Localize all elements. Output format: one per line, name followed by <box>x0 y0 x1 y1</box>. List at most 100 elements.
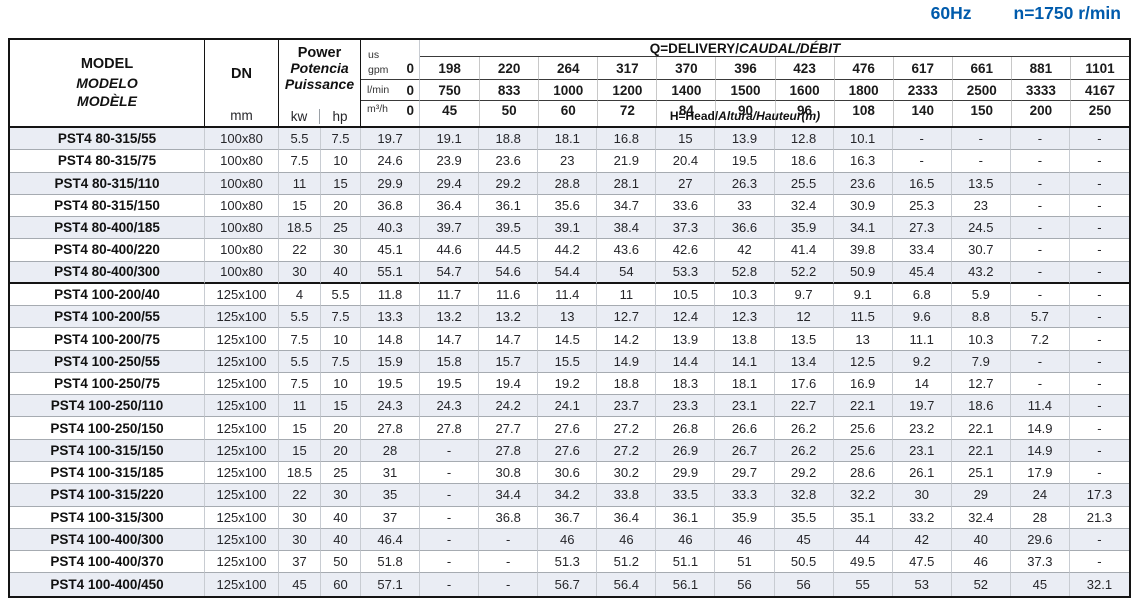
head-value-cell: 23.7 <box>597 395 657 418</box>
head-value-cell: 49.5 <box>833 551 893 574</box>
head-value-cell: 36.4 <box>597 506 657 529</box>
head-value-cell: 33.2 <box>892 506 952 529</box>
head-value-cell: 29.9 <box>361 172 421 195</box>
head-value-cell: 31 <box>361 461 421 485</box>
head-value-cell: 25.6 <box>833 439 893 462</box>
head-value-cell: 18.6 <box>774 150 834 173</box>
head-value-cell: 21.3 <box>1069 506 1129 529</box>
head-value-cell: 14.7 <box>420 328 480 351</box>
hp-cell: 15 <box>321 172 361 195</box>
head-value-cell: 40 <box>951 528 1011 552</box>
head-value-cell: 52.8 <box>715 261 775 284</box>
head-value-cell: 26.9 <box>656 439 716 462</box>
head-value-cell: 33.8 <box>597 484 657 507</box>
head-value-cell: 17.9 <box>1010 461 1070 485</box>
head-value-cell: 29.7 <box>715 461 775 485</box>
head-value-cell: - <box>1069 439 1129 462</box>
head-value-cell: 46 <box>951 551 1011 574</box>
model-cell: PST4 80-315/150 <box>10 194 205 218</box>
head-value-cell: 44.5 <box>479 239 539 262</box>
head-value-cell: 30 <box>892 484 952 507</box>
head-value-cell: 27.8 <box>420 417 480 440</box>
head-value-cell: - <box>479 573 539 596</box>
head-value-cell: 16.9 <box>833 372 893 396</box>
head-value-cell: 43.2 <box>951 261 1011 284</box>
kw-unit-label: kw <box>279 108 320 124</box>
head-value-cell: 12.7 <box>597 306 657 329</box>
flow-header-value: 1600 <box>774 80 834 101</box>
head-value-cell: 25.5 <box>774 172 834 195</box>
head-value-cell: 25.6 <box>833 417 893 440</box>
head-value-cell: - <box>1069 194 1129 218</box>
hp-cell: 20 <box>321 417 361 440</box>
head-value-cell: 24.2 <box>479 395 539 418</box>
head-value-cell: 13.2 <box>420 306 480 329</box>
hp-cell: 20 <box>321 194 361 218</box>
head-value-cell: 46 <box>597 528 657 552</box>
head-value-cell: 27 <box>656 172 716 195</box>
head-value-cell: 32.1 <box>1069 573 1129 596</box>
head-value-cell: - <box>1069 239 1129 262</box>
head-value-cell: 34.7 <box>597 194 657 218</box>
head-value-cell: 10.3 <box>715 283 775 307</box>
head-value-cell: 12.4 <box>656 306 716 329</box>
head-value-cell: 13.9 <box>715 128 775 151</box>
head-value-cell: 46 <box>715 528 775 552</box>
head-value-cell: 8.8 <box>951 306 1011 329</box>
head-value-cell: - <box>951 150 1011 173</box>
hp-cell: 40 <box>321 506 361 529</box>
head-value-cell: - <box>1069 328 1129 351</box>
head-value-cell: 10.3 <box>951 328 1011 351</box>
head-value-cell: 23.1 <box>715 395 775 418</box>
flow-header-value: 370 <box>656 57 716 80</box>
hp-cell: 40 <box>321 528 361 552</box>
head-value-cell: 28.8 <box>538 172 598 195</box>
head-value-cell: 53.3 <box>656 261 716 284</box>
head-value-cell: 11.4 <box>1010 395 1070 418</box>
head-value-cell: 50.9 <box>833 261 893 284</box>
head-value-cell: 55.1 <box>361 261 421 284</box>
head-value-cell: 15.8 <box>420 350 480 373</box>
model-cell: PST4 80-315/55 <box>10 128 205 151</box>
model-header-en: MODEL <box>80 56 134 73</box>
head-value-cell: - <box>1069 395 1129 418</box>
head-value-cell: 36.7 <box>538 506 598 529</box>
dn-cell: 125x100 <box>205 484 279 507</box>
flow-header-value: 1400 <box>656 80 716 101</box>
head-value-cell: 41.4 <box>774 239 834 262</box>
head-value-cell: 11.7 <box>420 283 480 307</box>
q-delivery-intl: CAUDAL/DÉBIT <box>738 41 841 56</box>
head-value-cell: - <box>1069 372 1129 396</box>
head-value-cell: 23.2 <box>892 417 952 440</box>
model-header-fr: MODÈLE <box>77 93 137 110</box>
head-value-cell: 28.6 <box>833 461 893 485</box>
head-value-cell: 24.6 <box>361 150 421 173</box>
flow-header-value: 90 <box>715 101 774 126</box>
head-value-cell: 12.7 <box>951 372 1011 396</box>
head-value-cell: 39.5 <box>479 217 539 240</box>
head-value-cell: 9.7 <box>774 283 834 307</box>
head-value-cell: - <box>1069 283 1129 307</box>
flow-header-value: 476 <box>833 57 893 80</box>
head-value-cell: 52 <box>951 573 1011 596</box>
head-value-cell: 19.5 <box>361 372 421 396</box>
flow-header-value: 45 <box>442 103 458 118</box>
head-value-cell: 22.1 <box>951 439 1011 462</box>
lmin-unit-cell: l/min 0 <box>361 80 421 101</box>
head-value-cell: 14.5 <box>538 328 598 351</box>
head-value-cell: - <box>420 461 480 485</box>
dn-cell: 125x100 <box>205 328 279 351</box>
head-value-cell: - <box>420 551 480 574</box>
head-value-cell: 23 <box>538 150 598 173</box>
flow-header-value: 750 <box>420 80 480 101</box>
head-value-cell: - <box>951 128 1011 151</box>
flow-header-value: 96 <box>774 101 834 126</box>
head-value-cell: 24.3 <box>420 395 480 418</box>
head-value-cell: - <box>1010 217 1070 240</box>
kw-cell: 15 <box>279 194 321 218</box>
hp-cell: 7.5 <box>321 350 361 373</box>
dn-cell: 100x80 <box>205 150 279 173</box>
power-column-header: Power Potencia Puissance kw hp <box>279 40 361 126</box>
model-cell: PST4 100-315/300 <box>10 506 205 529</box>
head-value-cell: 32.2 <box>833 484 893 507</box>
